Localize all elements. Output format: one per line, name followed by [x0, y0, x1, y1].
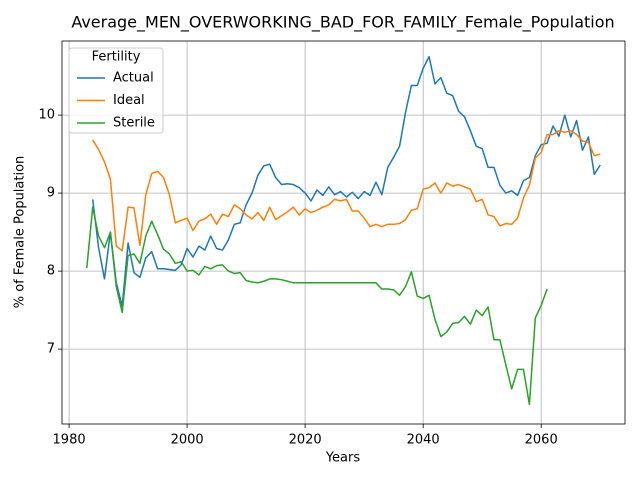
- line-series: [92, 129, 601, 252]
- y-axis-label: % of Female Population: [13, 156, 28, 309]
- line-series: [86, 206, 548, 406]
- y-tick-label: 9: [47, 186, 55, 201]
- legend-label: Sterile: [113, 116, 155, 131]
- x-tick-label: 2020: [289, 433, 322, 448]
- legend-title: Fertility: [92, 50, 141, 65]
- line-series: [91, 55, 601, 307]
- x-tick-label: 2000: [171, 433, 204, 448]
- legend-label: Ideal: [113, 93, 145, 108]
- x-tick-label: 1980: [53, 433, 86, 448]
- plot-frame: [61, 40, 626, 425]
- chart-title: Average_MEN_OVERWORKING_BAD_FOR_FAMILY_F…: [71, 13, 614, 33]
- x-tick-label: 2060: [525, 433, 558, 448]
- legend-label: Actual: [113, 71, 154, 86]
- legend-box: [68, 47, 164, 134]
- y-tick-label: 10: [38, 108, 55, 123]
- x-axis-label: Years: [325, 451, 361, 466]
- x-tick-label: 2040: [407, 433, 440, 448]
- y-tick-label: 8: [47, 264, 55, 279]
- y-tick-label: 7: [47, 342, 55, 357]
- legend: Fertility Actual Ideal Sterile: [68, 47, 164, 134]
